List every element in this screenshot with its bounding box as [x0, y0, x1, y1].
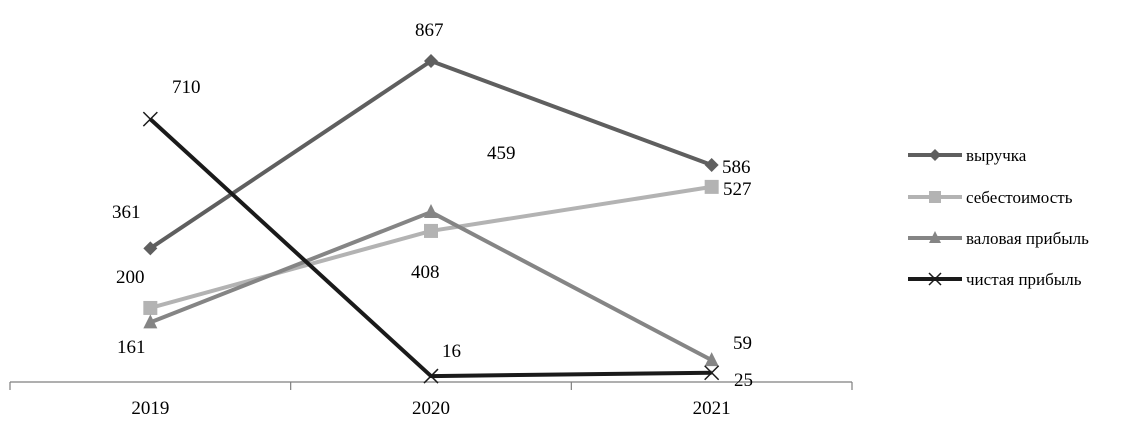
legend-item: чистая прибыль — [908, 270, 1082, 289]
data-label: 161 — [117, 337, 146, 358]
x-tick-label: 2020 — [412, 398, 450, 419]
series-4 — [142, 111, 720, 384]
series-line — [148, 117, 712, 379]
square-marker — [704, 179, 719, 194]
x-tick-label: 2021 — [693, 398, 731, 419]
data-label: 361 — [112, 202, 141, 223]
legend-label: чистая прибыль — [966, 270, 1082, 289]
triangle-marker — [143, 314, 158, 329]
series-3 — [143, 204, 719, 367]
x-marker — [142, 111, 158, 127]
legend-label: валовая прибыль — [966, 229, 1089, 248]
legend-label: выручка — [966, 146, 1027, 165]
x-axis: 2019 2020 2021 — [9, 381, 853, 419]
square-marker — [424, 223, 438, 238]
legend-item: валовая прибыль — [908, 229, 1089, 248]
triangle-marker — [424, 204, 438, 219]
data-label: 527 — [723, 179, 752, 200]
square-marker — [143, 300, 158, 315]
triangle-marker — [704, 352, 719, 367]
series-line — [149, 59, 713, 251]
x-marker — [423, 368, 439, 384]
series-2 — [143, 179, 719, 315]
legend-item: себестоимость — [908, 188, 1073, 207]
legend: выручка себестоимость валовая прибыль чиста… — [908, 146, 1089, 289]
data-label: 408 — [411, 262, 440, 283]
data-label: 586 — [722, 157, 751, 178]
data-label: 16 — [442, 341, 461, 362]
legend-label: себестоимость — [966, 188, 1073, 207]
data-label: 867 — [415, 20, 444, 41]
legend-item: выручка — [908, 146, 1027, 165]
diamond-marker — [929, 149, 941, 161]
data-label: 25 — [734, 370, 753, 391]
triangle-marker — [929, 231, 941, 243]
x-tick-label: 2019 — [131, 398, 169, 419]
data-label: 459 — [487, 143, 516, 164]
diamond-marker — [143, 241, 158, 256]
diamond-marker — [704, 158, 719, 173]
data-label: 59 — [733, 333, 752, 354]
series-lines — [142, 54, 720, 384]
diamond-marker — [424, 54, 438, 68]
series-1 — [143, 54, 719, 256]
x-marker — [928, 272, 942, 286]
data-labels: 361 867 586 200 408 527 161 459 59 710 16 25 — [112, 20, 753, 391]
x-marker — [704, 365, 720, 381]
data-label: 200 — [116, 267, 145, 288]
data-label: 710 — [172, 77, 201, 98]
square-marker — [929, 191, 941, 203]
